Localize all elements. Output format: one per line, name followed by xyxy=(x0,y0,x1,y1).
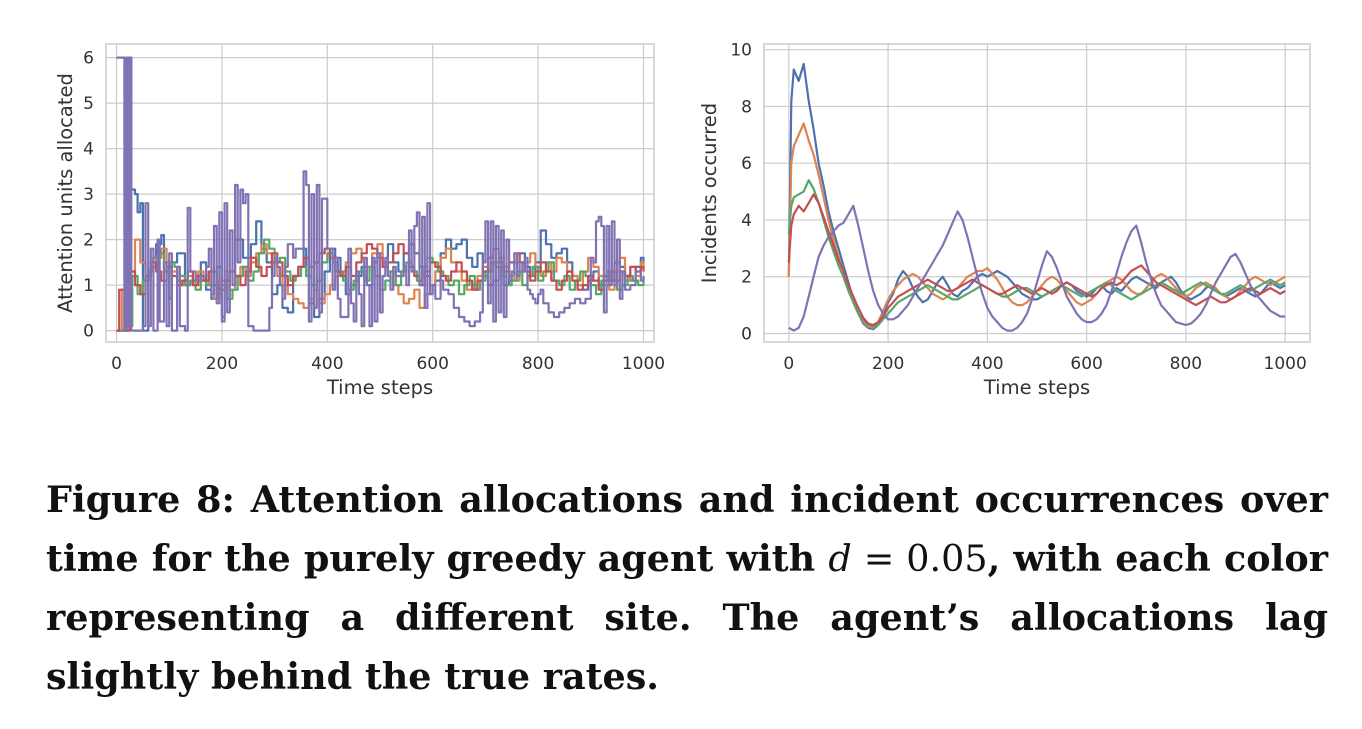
y-tick-label: 2 xyxy=(83,231,94,251)
y-tick-label: 4 xyxy=(741,211,752,231)
series-line-site-5 xyxy=(788,204,1286,332)
x-tick-label: 800 xyxy=(1170,354,1202,374)
y-tick-label: 4 xyxy=(83,140,94,160)
y-axis-label: Incidents occurred xyxy=(698,103,721,283)
caption-part2: , with each color representing a differe… xyxy=(46,537,1328,698)
y-tick-label: 8 xyxy=(741,97,752,117)
x-tick-label: 400 xyxy=(971,354,1003,374)
x-tick-label: 1000 xyxy=(622,354,665,374)
x-tick-label: 600 xyxy=(416,354,448,374)
x-tick-label: 0 xyxy=(783,354,794,374)
y-tick-label: 0 xyxy=(741,324,752,344)
x-tick-label: 800 xyxy=(522,354,554,374)
series-line-site-4 xyxy=(787,193,1286,327)
caption-math-variable: d xyxy=(828,537,852,580)
y-tick-label: 3 xyxy=(83,185,94,205)
y-axis-label: Attention units allocated xyxy=(54,73,77,313)
incidents-occurred-chart: 0 200 400 600 800 1000 0 2 4 6 8 10 Time steps Incide… xyxy=(698,41,1311,399)
caption-math: d = 0.05 xyxy=(828,537,987,580)
y-tick-label: 1 xyxy=(83,276,94,296)
series-line-site-4 xyxy=(116,243,645,332)
y-tick-label: 6 xyxy=(741,154,752,174)
x-axis-label: Time steps xyxy=(326,376,433,399)
x-tick-label: 600 xyxy=(1070,354,1102,374)
y-tick-label: 5 xyxy=(83,94,94,114)
y-tick-label: 10 xyxy=(730,41,752,61)
x-tick-label: 1000 xyxy=(1264,354,1307,374)
figure-caption: Figure 8: Attention allocations and inci… xyxy=(46,470,1328,706)
plot-frame xyxy=(763,43,1311,343)
x-axis-label: Time steps xyxy=(983,376,1090,399)
y-tick-label: 0 xyxy=(83,322,94,342)
series-line-site-5 xyxy=(116,56,645,332)
y-tick-label: 2 xyxy=(741,268,752,288)
y-tick-label: 6 xyxy=(83,49,94,69)
x-tick-label: 400 xyxy=(311,354,343,374)
x-tick-label: 200 xyxy=(872,354,904,374)
caption-math-value: = 0.05 xyxy=(851,537,988,580)
caption-part1: Figure 8: Attention allocations and inci… xyxy=(46,478,1328,580)
x-tick-label: 0 xyxy=(111,354,122,374)
attention-allocation-chart: 0 200 400 600 800 1000 0 1 2 3 4 5 6 Time steps Attent… xyxy=(54,43,665,399)
plot-frame xyxy=(105,43,655,343)
x-tick-label: 200 xyxy=(206,354,238,374)
